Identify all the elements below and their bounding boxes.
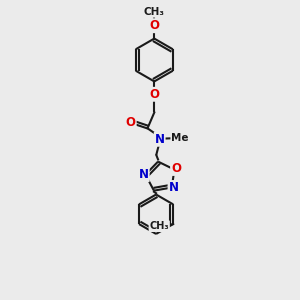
Text: O: O — [126, 116, 136, 129]
Text: O: O — [171, 162, 181, 175]
Text: CH₃: CH₃ — [149, 221, 169, 231]
Text: O: O — [149, 19, 159, 32]
Text: N: N — [169, 181, 178, 194]
Text: O: O — [149, 88, 159, 101]
Text: N: N — [154, 133, 165, 146]
Text: CH₃: CH₃ — [144, 7, 165, 17]
Text: N: N — [139, 168, 149, 181]
Text: Me: Me — [171, 133, 189, 143]
